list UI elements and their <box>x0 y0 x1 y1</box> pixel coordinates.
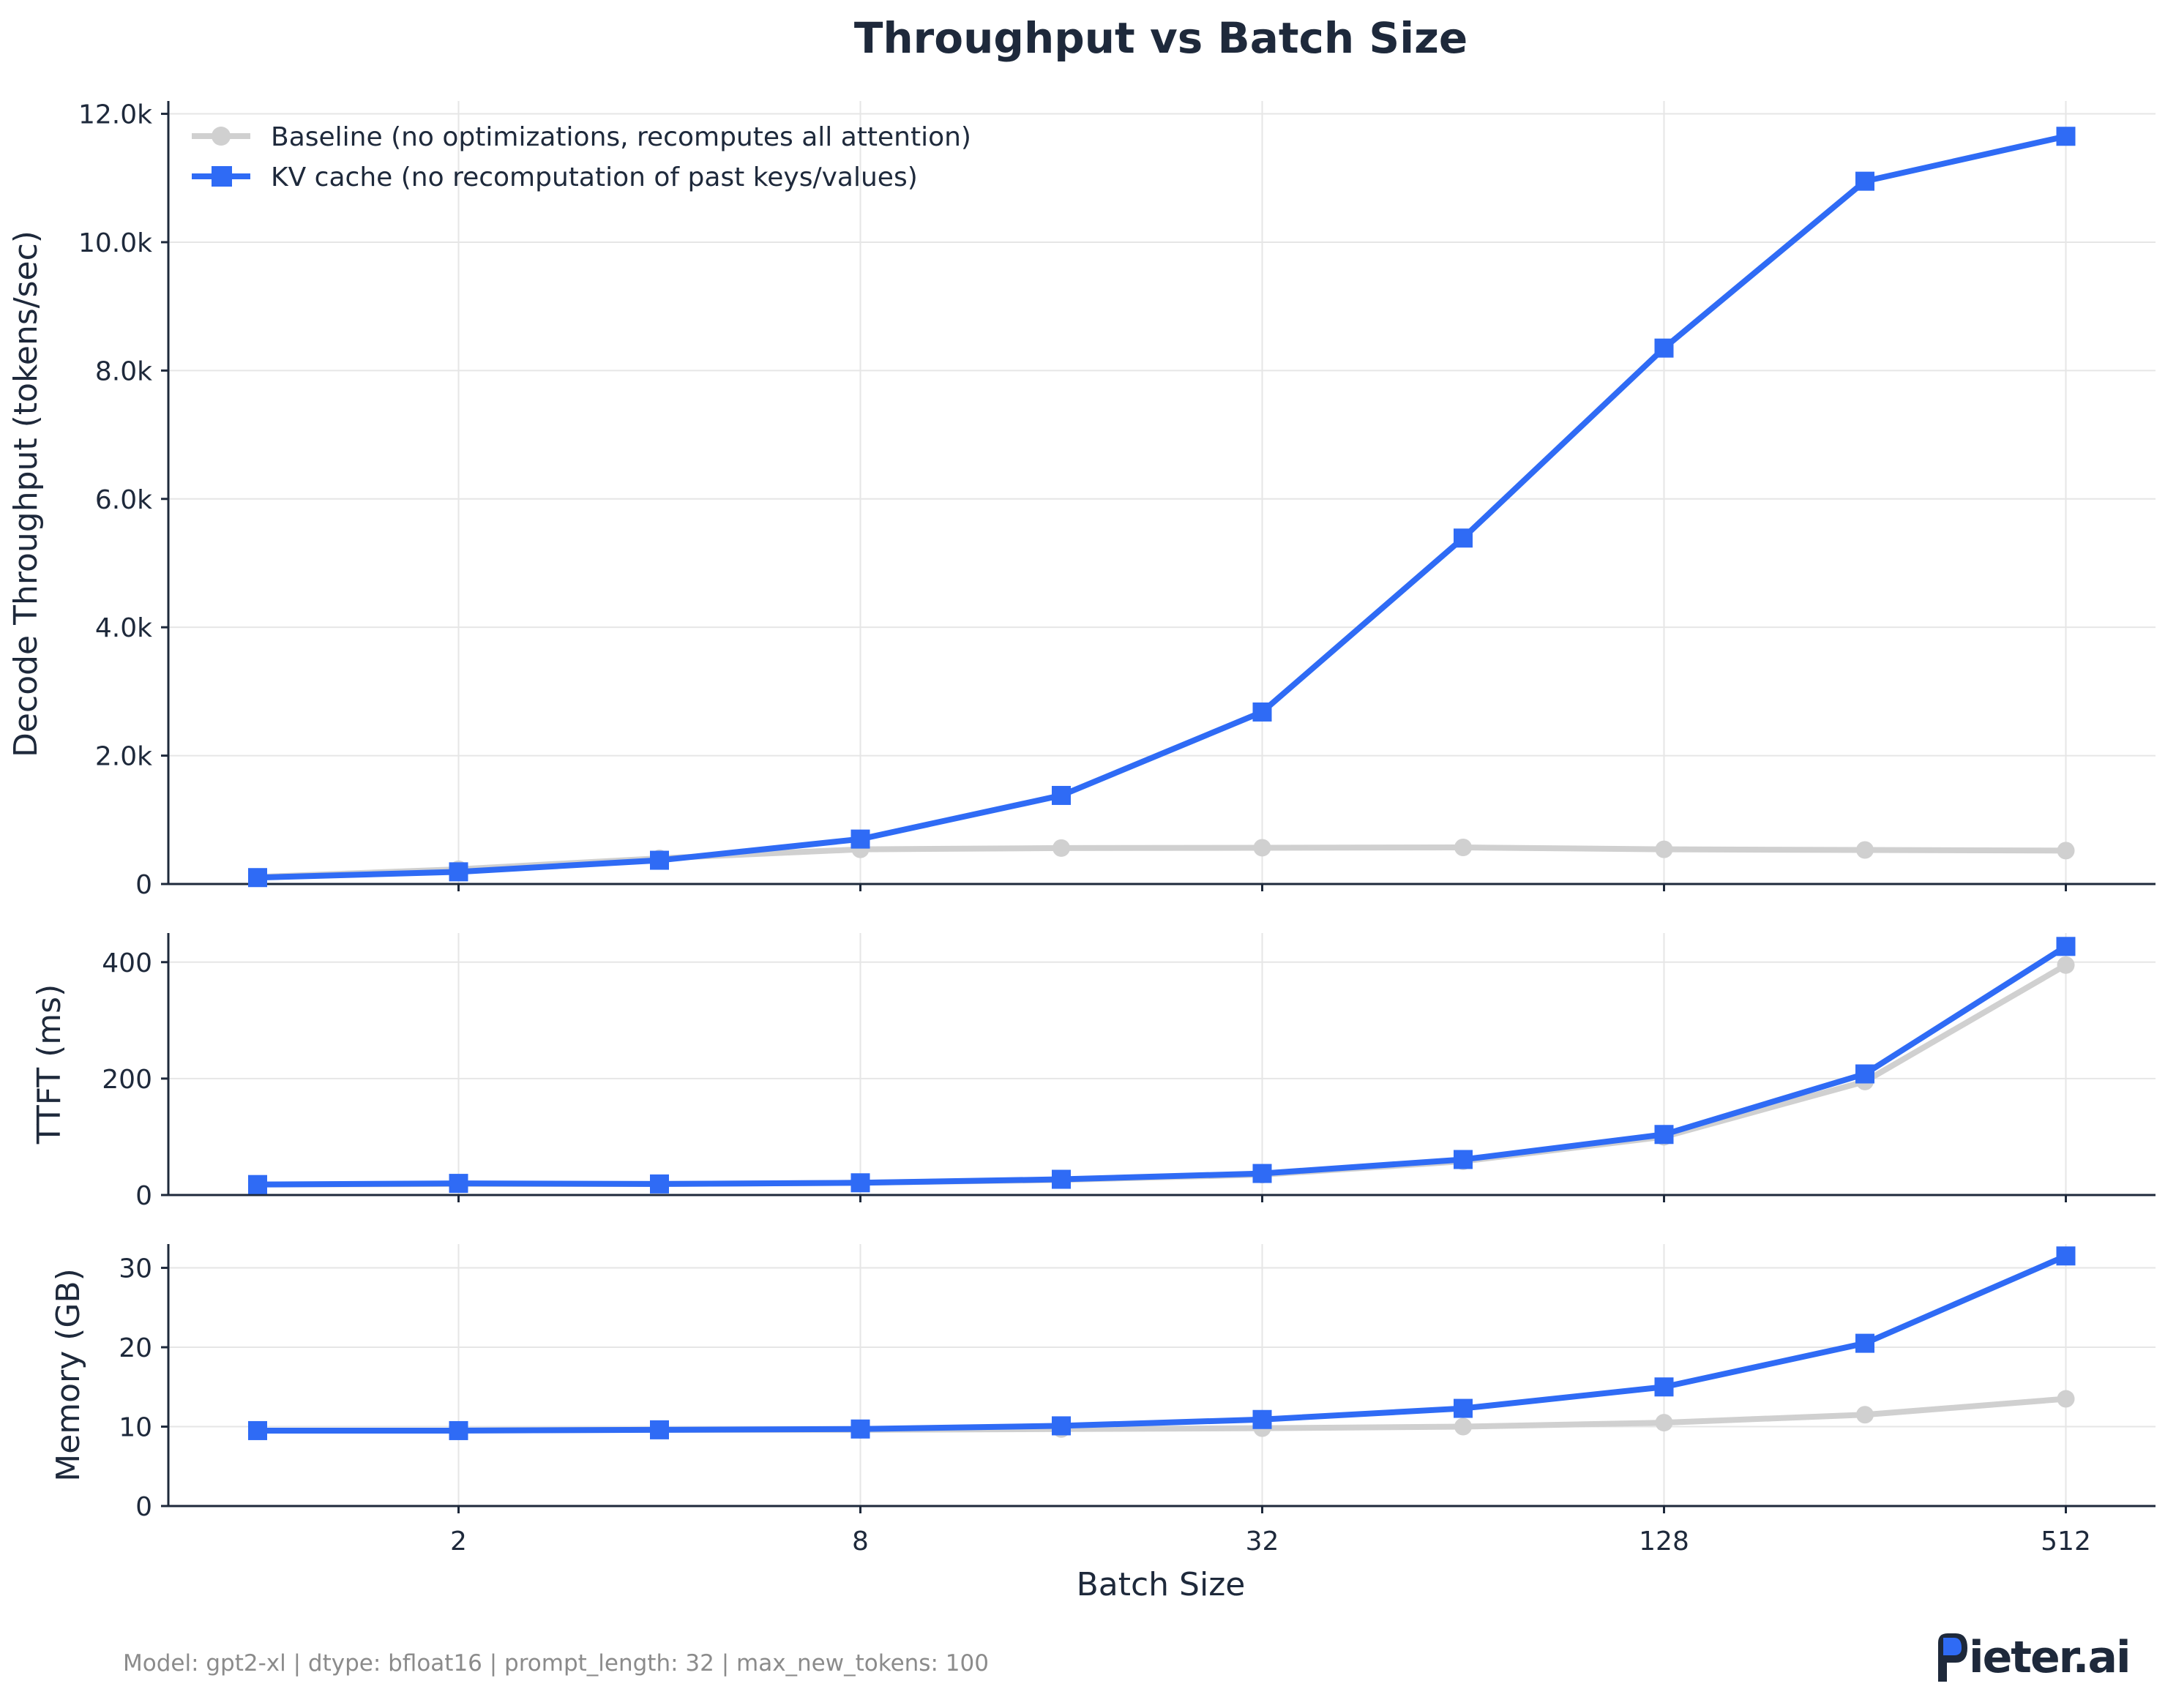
data-point <box>248 868 267 888</box>
data-point <box>1655 840 1673 858</box>
data-point <box>850 829 870 849</box>
data-point <box>1856 1406 1874 1424</box>
series-line <box>257 962 2068 1188</box>
y-tick-label: 6.0k <box>95 485 152 515</box>
data-point <box>1855 171 1874 191</box>
data-point <box>1454 839 1472 857</box>
series-line <box>257 133 2067 881</box>
y-tick-label: 0 <box>135 1181 152 1211</box>
data-point <box>2056 1246 2076 1266</box>
legend-marker <box>212 166 232 187</box>
data-point <box>1454 1417 1472 1436</box>
y-axis-label: Memory (GB) <box>50 1268 87 1482</box>
data-point <box>2056 127 2076 146</box>
footer-metadata: Model: gpt2-xl | dtype: bfloat16 | promp… <box>123 1650 989 1677</box>
series-line <box>257 844 2066 880</box>
data-point <box>850 1173 870 1193</box>
y-tick-label: 200 <box>102 1065 152 1095</box>
data-point <box>1855 1064 1874 1084</box>
panel-1: 0 2.0k 4.0k 6.0k 8.0k 10.0k 12.0k Decode Throug… <box>7 100 2156 900</box>
data-point <box>1053 839 1070 857</box>
y-tick-label: 0 <box>135 870 152 900</box>
data-point <box>2057 842 2075 860</box>
x-tick-label: 32 <box>1246 1527 1279 1557</box>
data-point <box>650 1420 669 1439</box>
baseline-series <box>249 956 2075 1194</box>
data-point <box>1252 1164 1272 1183</box>
y-tick-label: 2.0k <box>95 742 152 772</box>
y-tick-label: 10 <box>119 1413 152 1443</box>
data-point <box>1052 1169 1071 1189</box>
chart-panels: 0 2.0k 4.0k 6.0k 8.0k 10.0k 12.0k Decode Throug… <box>7 100 2156 1557</box>
series-line <box>258 1396 2066 1434</box>
data-point <box>1052 785 1071 805</box>
baseline-series <box>249 839 2075 886</box>
data-point <box>2057 1390 2075 1408</box>
data-point <box>1252 1409 1272 1429</box>
data-point <box>1454 528 1473 548</box>
legend-entry-label: KV cache (no recomputation of past keys/… <box>271 162 918 192</box>
data-point <box>248 1175 267 1194</box>
chart-title: Throughput vs Batch Size <box>854 13 1468 63</box>
data-point <box>850 1419 870 1439</box>
data-point <box>1454 1150 1473 1169</box>
y-tick-label: 20 <box>119 1333 152 1363</box>
data-point <box>1253 839 1271 857</box>
data-point <box>248 1420 267 1440</box>
data-point <box>1654 1125 1674 1145</box>
data-point <box>650 1174 669 1194</box>
y-tick-label: 30 <box>119 1254 152 1284</box>
kv-cache-series <box>248 1246 2076 1440</box>
x-tick-label: 512 <box>2041 1527 2091 1557</box>
kv-cache-series <box>248 127 2076 888</box>
brand-logo-accent <box>1943 1638 1962 1655</box>
panel-2: 0 200 400 TTFT (ms) <box>31 933 2156 1211</box>
x-axis-label: Batch Size <box>1077 1566 1246 1603</box>
y-axis-label: Decode Throughput (tokens/sec) <box>7 231 45 757</box>
data-point <box>1855 1333 1874 1353</box>
series-line <box>258 1253 2068 1434</box>
panel-3: 0 10 20 30 Memory (GB) <box>50 1244 2156 1522</box>
data-point <box>1654 1377 1674 1397</box>
y-tick-label: 4.0k <box>95 613 152 643</box>
data-point <box>449 1420 468 1440</box>
data-point <box>1252 702 1272 722</box>
brand-name: ieter.ai <box>1969 1632 2130 1683</box>
legend-marker <box>212 127 231 146</box>
legend: Baseline (no optimizations, recomputes a… <box>192 122 971 192</box>
y-tick-label: 10.0k <box>78 228 152 258</box>
series-line <box>257 943 2068 1188</box>
y-tick-label: 400 <box>102 948 152 978</box>
legend-entry-label: Baseline (no optimizations, recomputes a… <box>271 122 971 152</box>
y-tick-label: 12.0k <box>78 100 152 130</box>
data-point <box>1655 1414 1673 1432</box>
x-tick-label: 128 <box>1639 1527 1689 1557</box>
data-point <box>1856 841 1874 859</box>
data-point <box>1052 1416 1071 1436</box>
x-tick-label: 2 <box>450 1527 467 1557</box>
data-point <box>1454 1398 1473 1418</box>
y-axis-label: TTFT (ms) <box>31 984 68 1145</box>
data-point <box>449 862 468 882</box>
data-point <box>650 850 669 870</box>
kv-cache-series <box>248 937 2076 1194</box>
data-point <box>1654 338 1674 358</box>
data-point <box>2057 956 2075 974</box>
y-tick-label: 8.0k <box>95 356 152 386</box>
x-tick-label: 8 <box>852 1527 869 1557</box>
y-tick-label: 0 <box>135 1492 152 1522</box>
data-point <box>449 1174 468 1194</box>
data-point <box>2056 937 2076 956</box>
brand-logo: ieter.ai <box>1938 1632 2131 1683</box>
